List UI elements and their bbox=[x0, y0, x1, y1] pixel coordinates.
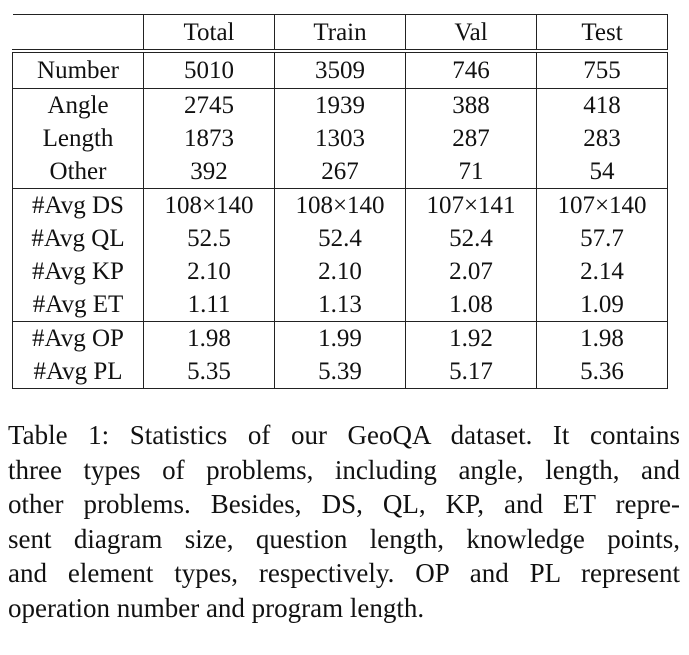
table-caption: Table 1: Statistics of our GeoQA dataset… bbox=[8, 418, 680, 625]
table-cell: 2.10 bbox=[274, 255, 406, 288]
header-train: Train bbox=[274, 14, 406, 53]
table-cell: 2.07 bbox=[405, 255, 537, 288]
caption-line: and element types, respectively. OP and … bbox=[8, 558, 680, 588]
row-label: #Avg PL bbox=[12, 355, 144, 389]
table-cell: 5.35 bbox=[143, 355, 275, 389]
table-cell: 107×141 bbox=[405, 188, 537, 222]
caption-line: sent diagram size, question length, know… bbox=[8, 523, 680, 554]
table-cell: 1.11 bbox=[143, 288, 275, 322]
table-cell: 418 bbox=[536, 88, 668, 122]
table-cell: 52.4 bbox=[405, 222, 537, 255]
table-cell: 1.09 bbox=[536, 288, 668, 322]
row-label: Angle bbox=[12, 88, 144, 122]
row-label: #Avg ET bbox=[12, 288, 144, 322]
table-row: Angle 2745 1939 388 418 bbox=[12, 88, 668, 122]
table-cell: 2745 bbox=[143, 88, 275, 122]
table-row: #Avg QL 52.5 52.4 52.4 57.7 bbox=[12, 222, 668, 255]
table-cell: 54 bbox=[536, 155, 668, 189]
table-cell: 57.7 bbox=[536, 222, 668, 255]
row-label: Number bbox=[12, 50, 144, 89]
row-label: Other bbox=[12, 155, 144, 189]
table-cell: 1.13 bbox=[274, 288, 406, 322]
table-row: Length 1873 1303 287 283 bbox=[12, 122, 668, 155]
table-cell: 107×140 bbox=[536, 188, 668, 222]
caption-line: operation number and program length. bbox=[8, 592, 425, 623]
table-cell: 5.39 bbox=[274, 355, 406, 389]
table-cell: 755 bbox=[536, 50, 668, 89]
statistics-table: Total Train Val Test Number 5010 3509 74… bbox=[12, 14, 668, 389]
header-test: Test bbox=[536, 14, 668, 53]
table-cell: 746 bbox=[405, 50, 537, 89]
table-cell: 1.98 bbox=[536, 321, 668, 355]
table-row: Other 392 267 71 54 bbox=[12, 155, 668, 189]
table-cell: 52.5 bbox=[143, 222, 275, 255]
row-label: #Avg KP bbox=[12, 255, 144, 288]
caption-line: Table 1: Statistics of our GeoQA dataset… bbox=[8, 420, 680, 450]
table-cell: 52.4 bbox=[274, 222, 406, 255]
row-label: #Avg DS bbox=[12, 188, 144, 222]
caption-line: three types of problems, including angle… bbox=[8, 454, 680, 485]
table-cell: 5.17 bbox=[405, 355, 537, 389]
table-cell: 3509 bbox=[274, 50, 406, 89]
table-cell: 108×140 bbox=[274, 188, 406, 222]
table-row: #Avg KP 2.10 2.10 2.07 2.14 bbox=[12, 255, 668, 288]
table-cell: 71 bbox=[405, 155, 537, 189]
row-label: #Avg QL bbox=[12, 222, 144, 255]
table-cell: 1.98 bbox=[143, 321, 275, 355]
row-label: Length bbox=[12, 122, 144, 155]
table-cell: 5010 bbox=[143, 50, 275, 89]
caption-line: other problems. Besides, DS, QL, KP, and… bbox=[8, 489, 680, 519]
header-val: Val bbox=[405, 14, 537, 53]
row-label: #Avg OP bbox=[12, 321, 144, 355]
table-cell: 2.14 bbox=[536, 255, 668, 288]
table-cell: 267 bbox=[274, 155, 406, 189]
header-empty-cell bbox=[12, 14, 144, 53]
table-row: #Avg DS 108×140 108×140 107×141 107×140 bbox=[12, 188, 668, 222]
table-cell: 108×140 bbox=[143, 188, 275, 222]
table-cell: 1.99 bbox=[274, 321, 406, 355]
table-row: #Avg ET 1.11 1.13 1.08 1.09 bbox=[12, 288, 668, 322]
table-cell: 283 bbox=[536, 122, 668, 155]
table-cell: 1939 bbox=[274, 88, 406, 122]
table-cell: 388 bbox=[405, 88, 537, 122]
table-row: #Avg PL 5.35 5.39 5.17 5.36 bbox=[12, 355, 668, 389]
table-cell: 287 bbox=[405, 122, 537, 155]
table-row: Number 5010 3509 746 755 bbox=[12, 50, 668, 89]
table-cell: 1.08 bbox=[405, 288, 537, 322]
table-cell: 1303 bbox=[274, 122, 406, 155]
table-cell: 392 bbox=[143, 155, 275, 189]
table-cell: 1.92 bbox=[405, 321, 537, 355]
header-total: Total bbox=[143, 14, 275, 53]
table-header-row: Total Train Val Test bbox=[12, 14, 668, 53]
table-cell: 1873 bbox=[143, 122, 275, 155]
table-row: #Avg OP 1.98 1.99 1.92 1.98 bbox=[12, 321, 668, 355]
table-cell: 5.36 bbox=[536, 355, 668, 389]
table-cell: 2.10 bbox=[143, 255, 275, 288]
